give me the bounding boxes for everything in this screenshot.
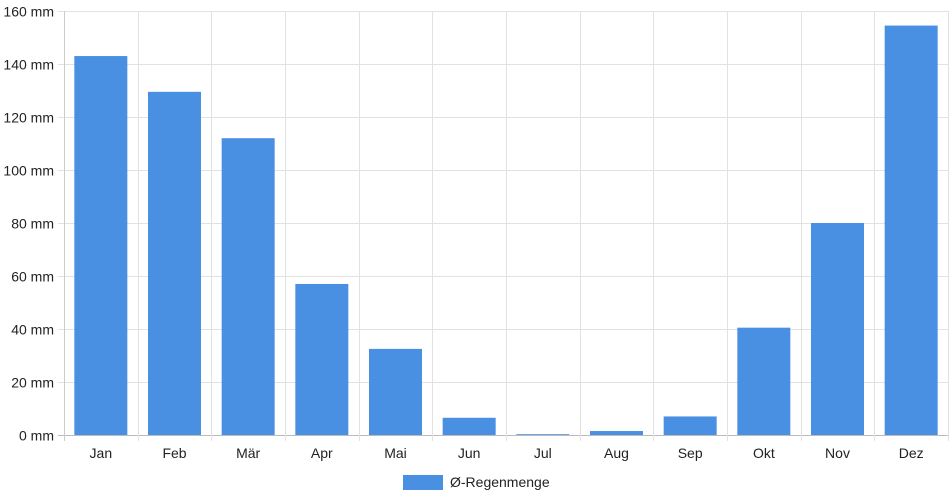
x-tick-label: Mai (384, 445, 407, 461)
bar-Jan[interactable] (74, 56, 128, 436)
y-tick-label: 0 mm (19, 428, 54, 444)
bar-Okt[interactable] (737, 327, 791, 435)
y-tick-label: 60 mm (11, 269, 54, 285)
bar-Jul[interactable] (516, 434, 570, 436)
y-tick-label: 140 mm (3, 57, 54, 73)
y-tick-label: 20 mm (11, 375, 54, 391)
bar-Feb[interactable] (148, 91, 201, 435)
bars (74, 25, 938, 436)
y-tick-label: 80 mm (11, 216, 54, 232)
x-tick-label: Okt (753, 445, 775, 461)
y-axis-tick-labels: 0 mm 20 mm 40 mm 60 mm 80 mm 100 mm 120 mm 140 … (3, 4, 54, 444)
x-tick-label: Jul (534, 445, 552, 461)
bar-Mai[interactable] (369, 348, 422, 435)
bar-Nov[interactable] (811, 223, 864, 435)
y-tick-label: 100 mm (3, 163, 54, 179)
bar-Apr[interactable] (295, 283, 349, 435)
bar-Sep[interactable] (663, 416, 717, 435)
x-tick-label: Dez (899, 445, 924, 461)
x-tick-label: Jan (90, 445, 113, 461)
x-tick-label: Sep (678, 445, 703, 461)
y-tick-label: 40 mm (11, 322, 54, 338)
bar-Mär[interactable] (221, 138, 275, 435)
grid (58, 11, 949, 441)
legend-label[interactable]: Ø-Regenmenge (450, 474, 550, 490)
x-tick-label: Feb (162, 445, 186, 461)
bar-Jun[interactable] (442, 417, 496, 435)
x-tick-label: Mär (236, 445, 260, 461)
x-tick-label: Nov (825, 445, 850, 461)
legend[interactable]: Ø-Regenmenge (403, 474, 550, 490)
bar-Dez[interactable] (884, 25, 938, 435)
x-axis-tick-labels: Jan Feb Mär Apr Mai Jun Jul Aug Sep Okt Nov Dez (90, 445, 924, 461)
y-tick-label: 160 mm (3, 4, 54, 20)
x-tick-label: Aug (604, 445, 629, 461)
bar-Aug[interactable] (590, 431, 643, 435)
x-tick-label: Apr (311, 445, 333, 461)
y-tick-label: 120 mm (3, 110, 54, 126)
x-tick-label: Jun (458, 445, 481, 461)
legend-swatch[interactable] (403, 475, 443, 490)
